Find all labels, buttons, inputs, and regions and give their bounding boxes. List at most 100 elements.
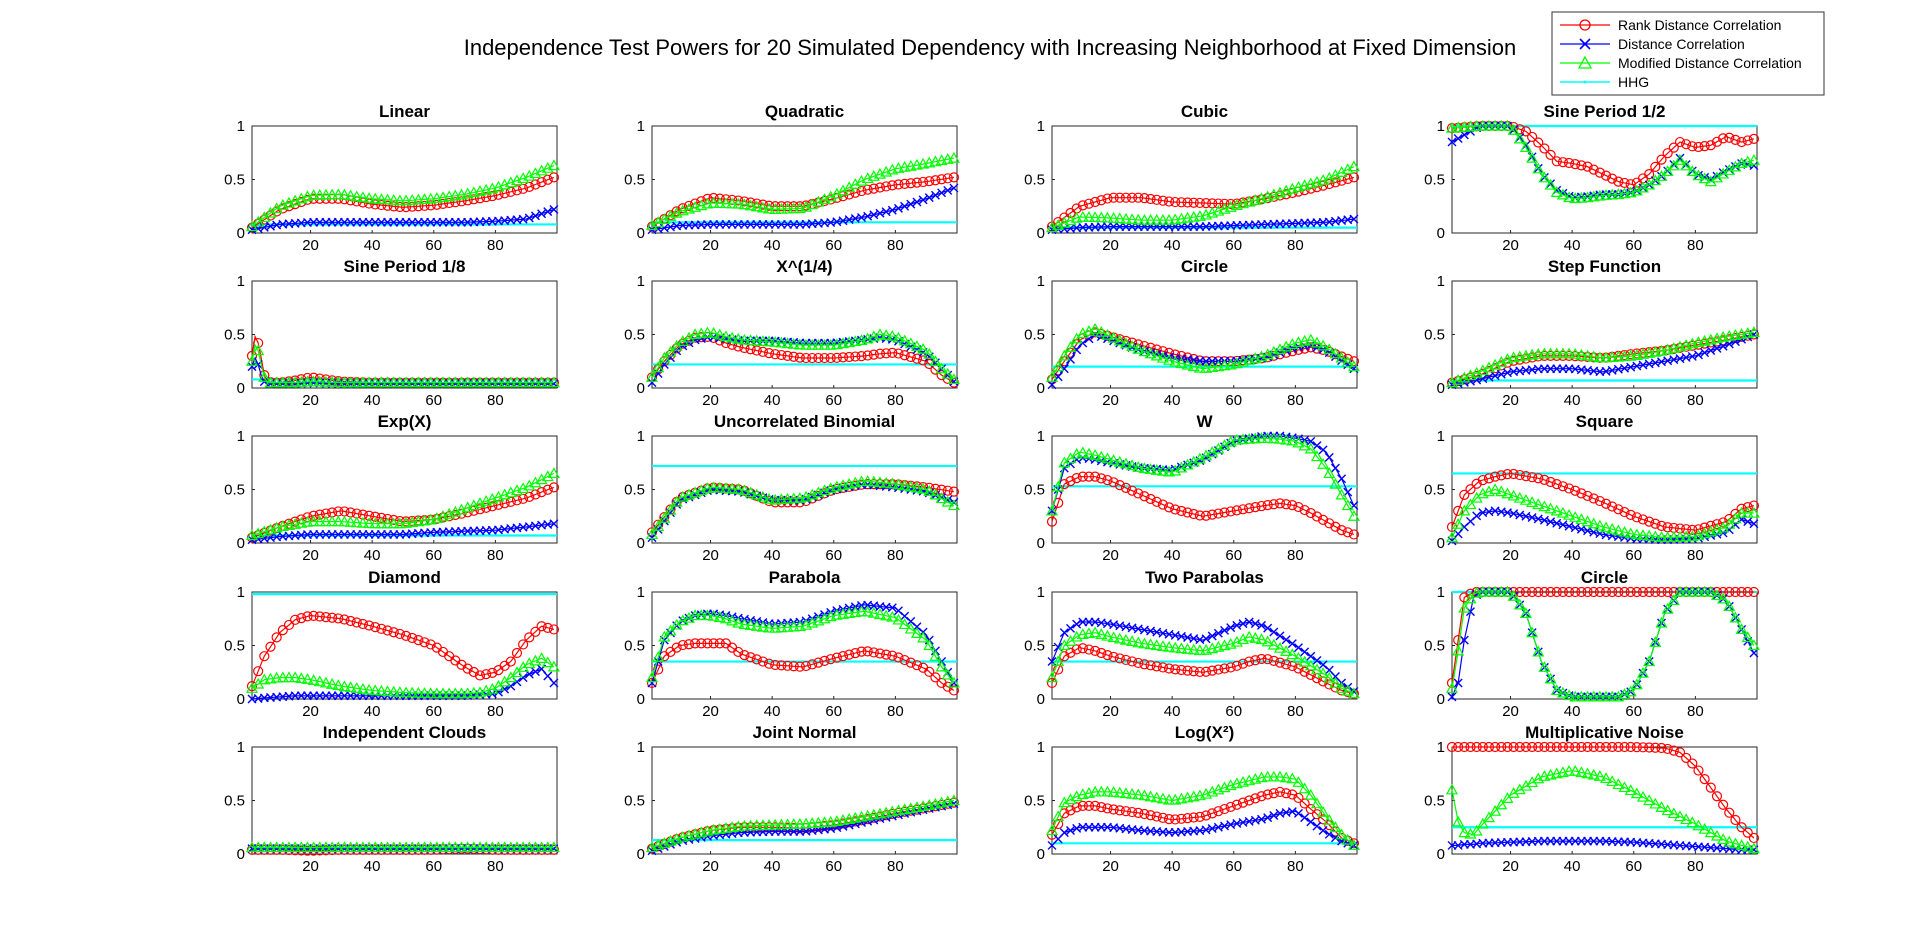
marker-mdcorr <box>744 819 757 831</box>
y-tick-label: 1 <box>237 273 245 290</box>
marker-rank <box>370 511 381 522</box>
marker-rank <box>1293 501 1304 513</box>
marker-mdcorr <box>1138 789 1151 801</box>
marker-mdcorr <box>498 841 511 853</box>
marker-mdcorr <box>1292 651 1305 663</box>
marker-mdcorr <box>1200 362 1213 373</box>
series-rank <box>1046 643 1360 699</box>
x-tick-label: 20 <box>1102 703 1119 720</box>
marker-mdcorr <box>1600 351 1613 363</box>
marker-mdcorr <box>369 376 382 388</box>
x-tick-label: 80 <box>1687 237 1704 254</box>
marker-mdcorr <box>1101 211 1114 223</box>
marker-mdcorr <box>750 334 763 346</box>
marker-mdcorr <box>1667 807 1680 819</box>
marker-rank <box>370 621 381 633</box>
marker-mdcorr <box>1704 585 1717 597</box>
marker-rank <box>942 173 953 184</box>
marker-rank <box>246 681 258 692</box>
marker-mdcorr <box>344 516 357 527</box>
marker-rank <box>1299 798 1310 809</box>
marker-mdcorr <box>338 515 351 527</box>
marker-rank <box>1637 742 1649 753</box>
marker-mdcorr <box>756 335 769 346</box>
marker-mdcorr <box>756 819 769 831</box>
marker-mdcorr <box>1132 461 1145 472</box>
x-tick-label: 80 <box>887 237 904 254</box>
marker-dcorr <box>1306 817 1316 827</box>
marker-mdcorr <box>1095 211 1108 223</box>
marker-rank <box>905 178 916 189</box>
marker-dcorr <box>1047 657 1057 667</box>
marker-mdcorr <box>910 481 923 493</box>
marker-rank <box>1213 664 1224 675</box>
marker-mdcorr <box>430 687 443 699</box>
marker-mdcorr <box>510 376 523 388</box>
marker-mdcorr <box>707 609 720 621</box>
marker-rank <box>1176 505 1187 517</box>
marker-rank <box>1742 586 1753 598</box>
marker-rank <box>1046 516 1058 527</box>
plot-marks <box>1045 322 1360 390</box>
marker-rank <box>948 685 960 696</box>
marker-mdcorr <box>1273 770 1286 782</box>
marker-dcorr <box>1749 648 1759 658</box>
marker-rank <box>1631 512 1642 523</box>
series-dcorr <box>647 183 959 235</box>
marker-rank <box>1274 657 1286 668</box>
marker-mdcorr <box>1692 169 1705 181</box>
marker-rank <box>1157 195 1169 206</box>
legend-label-hhg: HHG <box>1618 74 1649 90</box>
marker-rank <box>1600 498 1612 509</box>
marker-rank <box>1151 496 1162 507</box>
marker-mdcorr <box>775 818 788 830</box>
marker-rank <box>1083 198 1095 209</box>
marker-mdcorr <box>923 639 936 651</box>
subplot-title: Step Function <box>1548 257 1661 276</box>
y-tick-label: 0.5 <box>224 793 245 810</box>
marker-mdcorr <box>363 376 376 388</box>
marker-mdcorr <box>375 376 388 388</box>
marker-rank <box>1090 800 1101 811</box>
marker-mdcorr <box>1132 788 1145 800</box>
marker-mdcorr <box>769 336 782 347</box>
marker-mdcorr <box>763 621 776 633</box>
marker-mdcorr <box>301 673 314 684</box>
marker-mdcorr <box>1747 154 1760 165</box>
x-tick-label: 40 <box>364 858 381 875</box>
marker-mdcorr <box>1587 690 1600 702</box>
marker-rank <box>1656 586 1667 598</box>
marker-rank <box>1250 502 1261 513</box>
plot-marks <box>1045 770 1360 851</box>
marker-mdcorr <box>1267 770 1280 782</box>
marker-rank <box>1090 645 1101 656</box>
marker-rank <box>1631 586 1642 598</box>
marker-mdcorr <box>319 676 332 688</box>
marker-rank <box>868 647 879 658</box>
series-rank-line <box>1051 791 1355 844</box>
marker-mdcorr <box>295 672 308 684</box>
marker-mdcorr <box>332 841 345 853</box>
marker-mdcorr <box>1563 508 1576 520</box>
marker-rank <box>1742 502 1753 513</box>
marker-rank <box>259 651 270 662</box>
marker-rank <box>1096 473 1107 484</box>
marker-mdcorr <box>1612 524 1625 536</box>
marker-mdcorr <box>947 373 960 385</box>
marker-mdcorr <box>1076 446 1089 458</box>
x-tick-label: 60 <box>1225 392 1242 409</box>
marker-rank <box>413 201 424 212</box>
plot-marks <box>1445 326 1760 390</box>
marker-mdcorr <box>818 816 831 828</box>
marker-mdcorr <box>1680 585 1693 597</box>
marker-mdcorr <box>701 609 714 621</box>
marker-mdcorr <box>1144 790 1157 802</box>
marker-mdcorr <box>1052 480 1065 492</box>
marker-mdcorr <box>1445 783 1459 795</box>
marker-mdcorr <box>824 815 837 827</box>
marker-mdcorr <box>1286 434 1299 446</box>
x-tick-label: 80 <box>1287 703 1304 720</box>
marker-rank <box>1668 745 1679 756</box>
marker-rank <box>474 670 486 681</box>
marker-rank <box>1102 474 1113 486</box>
